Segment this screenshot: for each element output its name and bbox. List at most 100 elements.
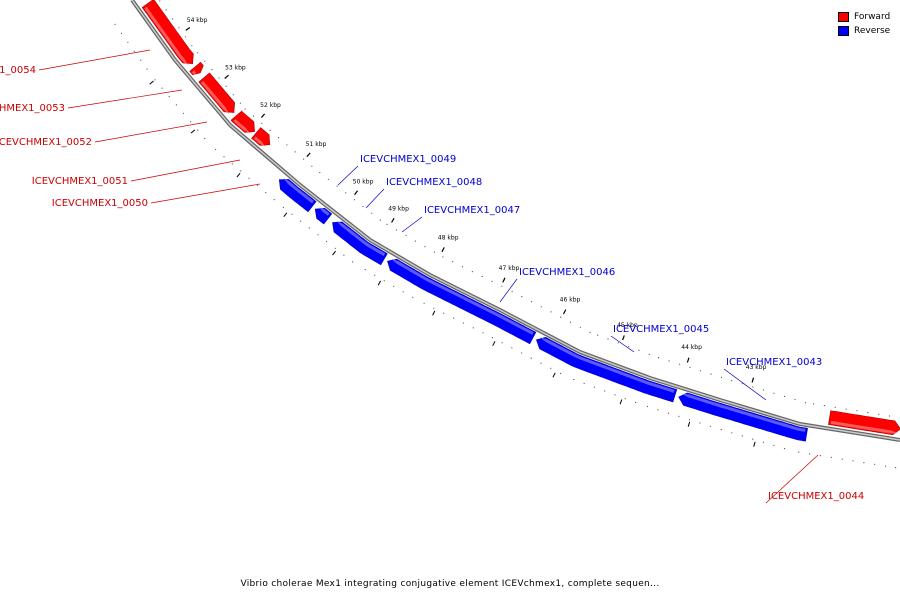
inner-ring-dot [282,206,284,209]
outer-ring-dot [481,275,483,278]
inner-ring-dot [863,462,865,464]
inner-ring-dot [308,227,310,229]
outer-ring-dot [345,192,347,194]
inner-ring-dot [402,291,404,293]
inner-ring-dot [852,460,854,462]
gene-arrow-shade [283,178,314,204]
inner-ring-dot [256,184,258,186]
outer-ring-dot [511,290,513,293]
outer-ring-dot [405,234,407,237]
gene-arrow-icevchmex1_0054[interactable] [141,0,194,65]
outer-ring-dot [834,406,836,408]
backbone [114,0,900,469]
gene-label-icevchmex1_0045: ICEVCHMEX1_0045 [613,324,709,335]
inner-ring-dot [885,465,887,467]
outer-ring-dot [303,158,305,160]
inner-ring-dot [120,32,123,35]
kbp-tick-mark [622,335,625,341]
gene-arrow-icevchmex1_0046[interactable] [387,258,537,345]
inner-ring-dot [146,68,148,70]
outer-ring-dot [371,212,373,214]
kbp-tick-mark [751,377,755,383]
gene-arrow-shade [391,258,534,335]
legend-reverse-label: Reverse [854,26,891,36]
gene-label-leader [365,188,385,209]
inner-ring-dot [114,23,116,25]
gene-label-leader [723,368,767,401]
outer-ring-dot [699,370,702,372]
outer-ring-dot [741,383,743,385]
gene-label-leader [67,89,183,109]
outer-ring-dot [878,413,880,415]
kbp-tick-label: 53 kbp [225,64,246,71]
outer-ring-dot [362,205,364,208]
gene-label-leader [499,278,518,303]
gene-label-icevchmex1_0051: ICEVCHMEX1_0051 [32,176,128,187]
outer-ring-dot [648,353,650,355]
legend-reverse: Reverse [838,24,890,38]
inner-ring-dot [667,412,670,414]
kbp-tick-label: 46 kbp [560,297,581,304]
kbp-tick-label: 50 kbp [353,179,374,186]
inner-ring-dot [809,453,811,455]
inner-ring-dot [433,307,435,309]
inner-ring-dot [491,337,493,339]
inner-ring-dot [773,444,775,446]
outer-ring-dot [424,246,426,248]
gene-label-icevchmex1_0049: ICEVCHMEX1_0049 [360,154,456,165]
gene-arrow-shade [233,119,251,134]
inner-ring-dot [511,347,513,349]
inner-tick-mark [552,372,556,378]
gene-arrow-icevchmex1_0051[interactable] [230,110,255,133]
inner-ring-dot [530,357,532,359]
outer-ring-dot [311,165,313,167]
outer-ring-dot [823,405,826,407]
gene-features [141,0,900,442]
legend: Forward Reverse [838,10,890,38]
outer-ring-dot [845,408,847,410]
outer-ring-dot [888,415,891,417]
outer-ring-dot [277,137,280,139]
inner-ring-dot [223,156,225,158]
inner-ring-dot [204,137,206,140]
inner-ring-dot [326,240,328,243]
gene-label-leader [130,159,241,182]
kbp-ticks: 54 kbp 53 kbp 52 kbp 51 kbp 50 kbp 49 kbp 48 k… [149,17,767,447]
kbp-tick-label: 48 kbp [438,234,459,241]
gene-labels: ICEVCHMEX1_0054 ICEVCHMEX1_0053 ICEVCHMEX1… [0,49,864,504]
kbp-tick-mark [185,27,191,31]
outer-ring-dot [579,326,581,328]
outer-ring-dot [628,346,630,348]
gene-arrow-icevchmex1_0053[interactable] [189,61,204,76]
inner-ring-dot [190,121,192,123]
outer-ring-dot [710,373,712,375]
gene-label-leader [401,216,423,233]
outer-ring-dot [414,240,417,242]
outer-ring-dot [762,389,765,391]
gene-arrow-icevchmex1_0047[interactable] [332,221,388,266]
outer-ring-dot [501,285,503,287]
gene-arrow-icevchmex1_0043[interactable] [678,392,808,442]
inner-ring-dot [874,463,876,465]
gene-label-leader [38,49,151,71]
gene-arrow-icevchmex1_0052[interactable] [198,72,236,113]
inner-tick-mark [432,310,436,316]
gene-label-leader [150,183,261,204]
inner-ring-dot [472,327,474,329]
outer-ring-dot [395,229,398,231]
kbp-tick-mark [502,277,506,283]
gene-label-icevchmex1_0043: ICEVCHMEX1_0043 [726,357,822,368]
gene-arrow-icevchmex1_0049[interactable] [278,179,317,213]
gene-arrow-icevchmex1_0044[interactable] [828,410,900,436]
inner-ring-dot [334,247,336,249]
inner-ring-dot [453,317,455,319]
forward-swatch [838,12,849,22]
outer-ring-dot [531,301,533,303]
gene-arrow-shade [253,136,266,147]
gene-arrow-icevchmex1_0050[interactable] [251,127,271,146]
gene-arrow-shade [540,337,675,393]
outer-ring-dot [239,102,241,104]
outer-ring-dot [794,398,796,401]
legend-forward-label: Forward [854,12,891,22]
outer-ring-dot [218,77,220,79]
